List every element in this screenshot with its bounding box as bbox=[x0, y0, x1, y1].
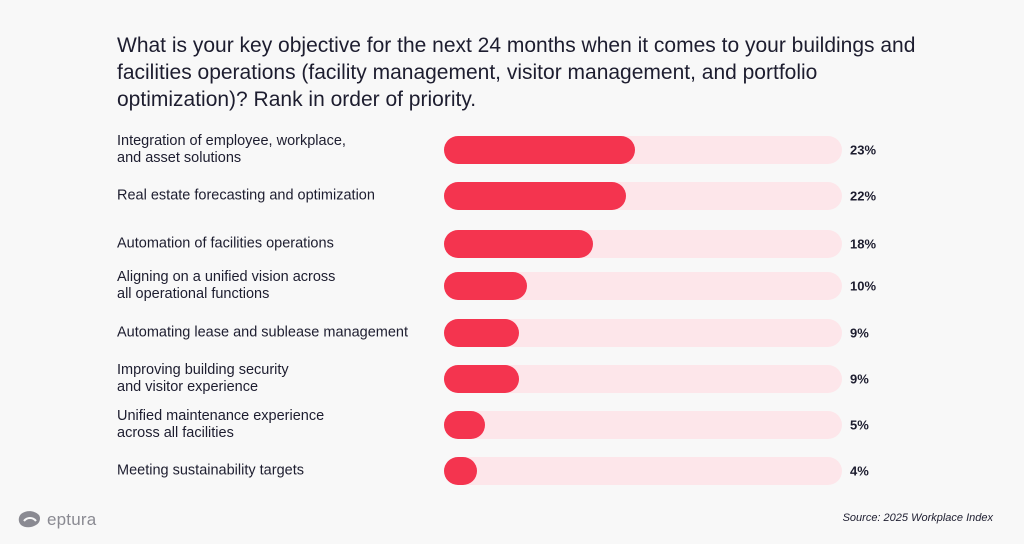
value-label: 9% bbox=[850, 325, 869, 341]
category-label: Real estate forecasting and optimization bbox=[117, 188, 437, 205]
category-label-line: and visitor experience bbox=[117, 379, 259, 395]
category-label: Integration of employee, workplace, and a… bbox=[117, 133, 437, 167]
bar bbox=[444, 319, 519, 347]
category-label-line: Meeting sustainability targets bbox=[117, 462, 304, 479]
category-label-line: Aligning on a unified vision across bbox=[117, 269, 336, 285]
bar-track bbox=[444, 182, 842, 210]
category-label: Unified maintenance experience across all… bbox=[117, 408, 437, 442]
category-label: Automation of facilities operations bbox=[117, 236, 437, 253]
category-label: Aligning on a unified vision across all o… bbox=[117, 269, 437, 303]
category-label-line: Real estate forecasting and optimization bbox=[117, 187, 375, 204]
bar-track bbox=[444, 319, 842, 347]
category-label: Improving building security and visitor e… bbox=[117, 362, 437, 396]
bar-row: Aligning on a unified vision across all o… bbox=[0, 265, 1024, 307]
category-label: Meeting sustainability targets bbox=[117, 463, 437, 480]
value-label: 9% bbox=[850, 371, 869, 387]
value-label: 10% bbox=[850, 278, 877, 294]
value-label: 18% bbox=[850, 236, 877, 252]
bar-track bbox=[444, 136, 842, 164]
bar-row: Meeting sustainability targets 4% bbox=[0, 450, 1024, 492]
value-label: 5% bbox=[850, 417, 869, 433]
bar bbox=[444, 230, 594, 258]
category-label-line: Integration of employee, workplace, bbox=[117, 133, 346, 149]
brand-logo: eptura bbox=[18, 508, 96, 532]
bar-track bbox=[444, 457, 842, 485]
source-note: Source: 2025 Workplace Index bbox=[842, 512, 993, 524]
bar bbox=[444, 182, 627, 210]
bar bbox=[444, 136, 635, 164]
chart-title: What is your key objective for the next … bbox=[117, 34, 916, 111]
bar-track bbox=[444, 365, 842, 393]
category-label-line: all operational functions bbox=[117, 286, 270, 302]
bar-row: Improving building security and visitor e… bbox=[0, 358, 1024, 400]
bar-row: Integration of employee, workplace, and a… bbox=[0, 129, 1024, 171]
value-label: 23% bbox=[850, 142, 877, 158]
eptura-logo-icon bbox=[18, 511, 40, 528]
bar-track bbox=[444, 272, 842, 300]
category-label-line: Automating lease and sublease management bbox=[117, 324, 408, 341]
logo-text: eptura bbox=[47, 510, 97, 529]
bar bbox=[444, 457, 478, 485]
bar-track bbox=[444, 411, 842, 439]
category-label-line: across all facilities bbox=[117, 425, 234, 441]
category-label-line: Unified maintenance experience bbox=[117, 408, 325, 424]
bar-row: Automating lease and sublease management… bbox=[0, 312, 1024, 354]
category-label-line: Improving building security bbox=[117, 362, 289, 378]
bar-row: Real estate forecasting and optimization… bbox=[0, 175, 1024, 217]
category-label-line: and asset solutions bbox=[117, 150, 242, 166]
category-label-line: Automation of facilities operations bbox=[117, 235, 334, 252]
value-label: 22% bbox=[850, 188, 877, 204]
value-label: 4% bbox=[850, 463, 869, 479]
category-label: Automating lease and sublease management bbox=[117, 325, 437, 342]
bar-track bbox=[444, 230, 842, 258]
bar bbox=[444, 365, 519, 393]
bar-row: Automation of facilities operations 18% bbox=[0, 223, 1024, 265]
bar bbox=[444, 411, 486, 439]
bar bbox=[444, 272, 527, 300]
bar-row: Unified maintenance experience across all… bbox=[0, 404, 1024, 446]
